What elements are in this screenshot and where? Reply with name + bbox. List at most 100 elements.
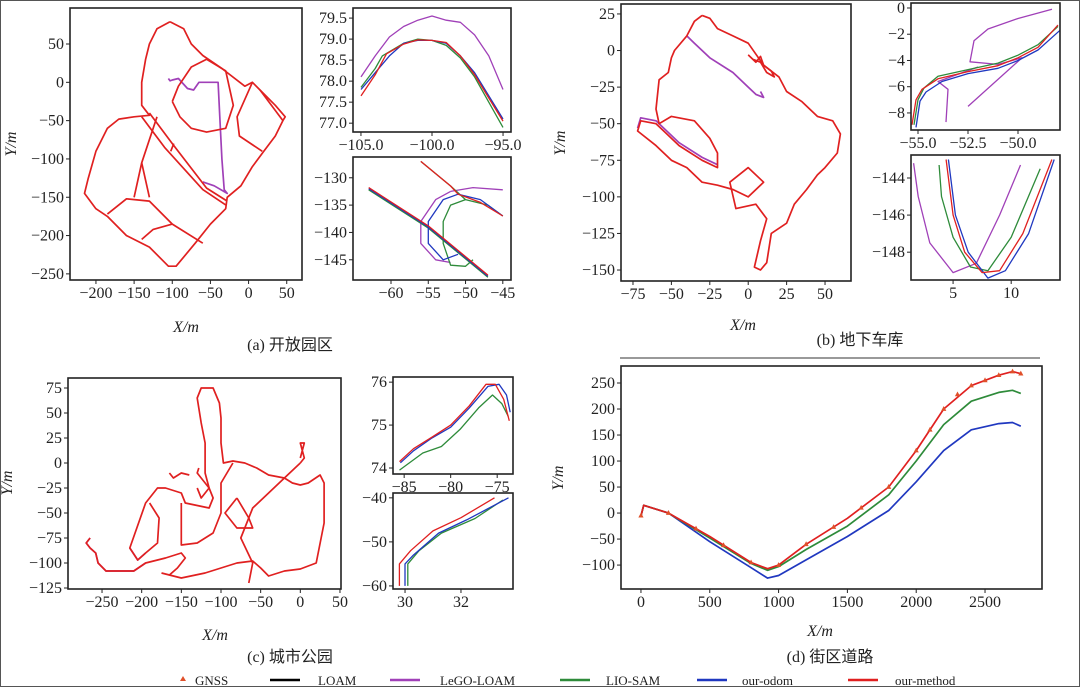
x-tick-label: −75 <box>485 479 510 496</box>
d-gnss-marker <box>720 542 727 548</box>
y-tick-label: 77.5 <box>319 94 347 111</box>
c-our-method-line <box>168 472 190 479</box>
y-tick-label: −75 <box>37 530 62 547</box>
x-axis-label: X/m <box>729 317 756 334</box>
panels: −200 −150 −100 −50 0 50500−50−100−150−200−250… <box>0 0 1061 644</box>
a-our-method-line <box>169 143 175 152</box>
series-group-a1 <box>360 15 504 128</box>
y-tick-label: −2 <box>888 26 905 43</box>
y-tick-label: 50 <box>599 479 615 496</box>
c2-our-odom-line <box>404 497 509 586</box>
y-tick-label: −100 <box>582 557 615 574</box>
d-our-odom-line <box>640 421 1022 579</box>
axes-frame-c <box>67 377 342 590</box>
y-axis-label: Y/m <box>0 471 16 496</box>
legend-item-loam: LOAM <box>270 673 357 687</box>
legend-item-lio-sam: LIO-SAM <box>560 673 661 687</box>
d-gnss-marker <box>886 484 892 489</box>
y-axis-label: Y/m <box>3 132 20 157</box>
y-tick-label: 79.5 <box>319 10 347 27</box>
y-tick-label: −125 <box>29 580 62 597</box>
y-tick-label: 200 <box>591 401 615 418</box>
x-axis-label: X/m <box>806 623 833 640</box>
y-tick-label: 75 <box>46 380 62 397</box>
b2-our-odom-line <box>947 159 1055 279</box>
a-lego-loam-line <box>167 77 229 195</box>
y-tick-label: 25 <box>599 6 615 23</box>
d-gnss-marker <box>941 406 947 411</box>
axes-frame-c2 <box>392 492 514 590</box>
x-tick-label: 0 <box>637 594 645 611</box>
y-tick-label: −146 <box>872 207 905 224</box>
x-tick-label: −100 <box>156 285 189 302</box>
d-gnss-marker <box>927 426 933 432</box>
y-tick-label: 78.0 <box>319 73 347 90</box>
a-our-method-line <box>141 116 227 206</box>
y-tick-label: 74 <box>371 460 387 477</box>
y-tick-label: −25 <box>590 79 615 96</box>
series-group-b2 <box>912 159 1055 279</box>
y-axis-label: Y/m <box>552 131 569 156</box>
c2-lio-sam-line <box>407 499 504 586</box>
panel-a1: −105.0 −100.0 −95.0 79.5 79.0 78.5 78.0 77.5 77.… <box>319 7 522 154</box>
x-tick-label: 1500 <box>831 594 863 611</box>
y-axis-label: Y/m <box>550 466 567 491</box>
panel-d: 0 500 1000 1500 2000 2500250200150100500−50−1… <box>550 365 1043 640</box>
b-lego-loam-line <box>686 35 765 99</box>
x-tick-label: −85 <box>392 479 417 496</box>
d-gnss-marker <box>982 377 988 383</box>
legend: GNSS LOAM LeGO-LOAM LIO-SAM our-odom our-meth… <box>180 673 956 687</box>
x-tick-label: 5 <box>949 285 957 302</box>
y-tick-label: 0 <box>607 43 615 60</box>
y-tick-label: 79.0 <box>319 31 347 48</box>
x-tick-label: −60 <box>378 285 403 302</box>
a2-lio-sam-line <box>442 198 474 267</box>
b2-lio-sam-line <box>938 164 1041 272</box>
x-tick-label: 2000 <box>900 594 932 611</box>
legend-label: LOAM <box>318 673 357 687</box>
y-tick-label: −125 <box>582 225 615 242</box>
x-tick-label: −50.0 <box>999 135 1036 152</box>
x-tick-label: −200 <box>79 285 112 302</box>
y-tick-label: −140 <box>314 224 347 241</box>
y-tick-label: 78.5 <box>319 52 347 69</box>
y-tick-label: −8 <box>888 105 905 122</box>
axes-frame-d <box>620 365 1043 590</box>
y-tick-label: −50 <box>590 531 615 548</box>
d-gnss-marker <box>748 559 754 565</box>
y-tick-label: −250 <box>31 266 64 283</box>
legend-label: LIO-SAM <box>606 673 661 687</box>
x-tick-label: 1000 <box>763 594 795 611</box>
a-our-method-line <box>106 197 204 244</box>
y-tick-label: −150 <box>31 189 64 206</box>
x-tick-label: −45 <box>490 285 515 302</box>
c-our-method-line <box>180 462 234 546</box>
x-tick-label: 0 <box>245 285 253 302</box>
a-our-method-line <box>236 81 263 153</box>
y-tick-label: −75 <box>590 152 615 169</box>
plot-area-b <box>621 4 851 281</box>
d-gnss-marker <box>693 525 699 531</box>
x-tick-label: −50 <box>198 285 223 302</box>
c1-our-odom-line <box>399 383 511 464</box>
series-group-b <box>636 14 842 271</box>
legend-item-lego-loam: LeGO-LOAM <box>390 673 516 687</box>
x-tick-label: −50 <box>248 594 273 611</box>
d-gnss-marker <box>775 562 782 567</box>
x-tick-label: −250 <box>86 594 119 611</box>
caption-c: (c) 城市公园 <box>247 648 333 666</box>
y-tick-label: 75 <box>371 417 387 434</box>
b1-our-odom-line <box>915 29 1060 128</box>
y-tick-label: 25 <box>46 430 62 447</box>
x-tick-label: −150 <box>165 594 198 611</box>
y-tick-label: −130 <box>314 170 347 187</box>
y-tick-label: −135 <box>314 197 347 214</box>
x-tick-label: 50 <box>817 286 833 303</box>
plot-area-d <box>621 366 1042 589</box>
c-our-method-line <box>161 572 170 576</box>
d-gnss-marker <box>1018 370 1024 376</box>
x-tick-label: −100.0 <box>409 137 454 154</box>
b2-lego-loam-line <box>912 163 1022 274</box>
panel-c: −250 −200 −150 −100 −50 0 50 75 50 25 0 −25 −50 −75 −1… <box>0 377 348 644</box>
